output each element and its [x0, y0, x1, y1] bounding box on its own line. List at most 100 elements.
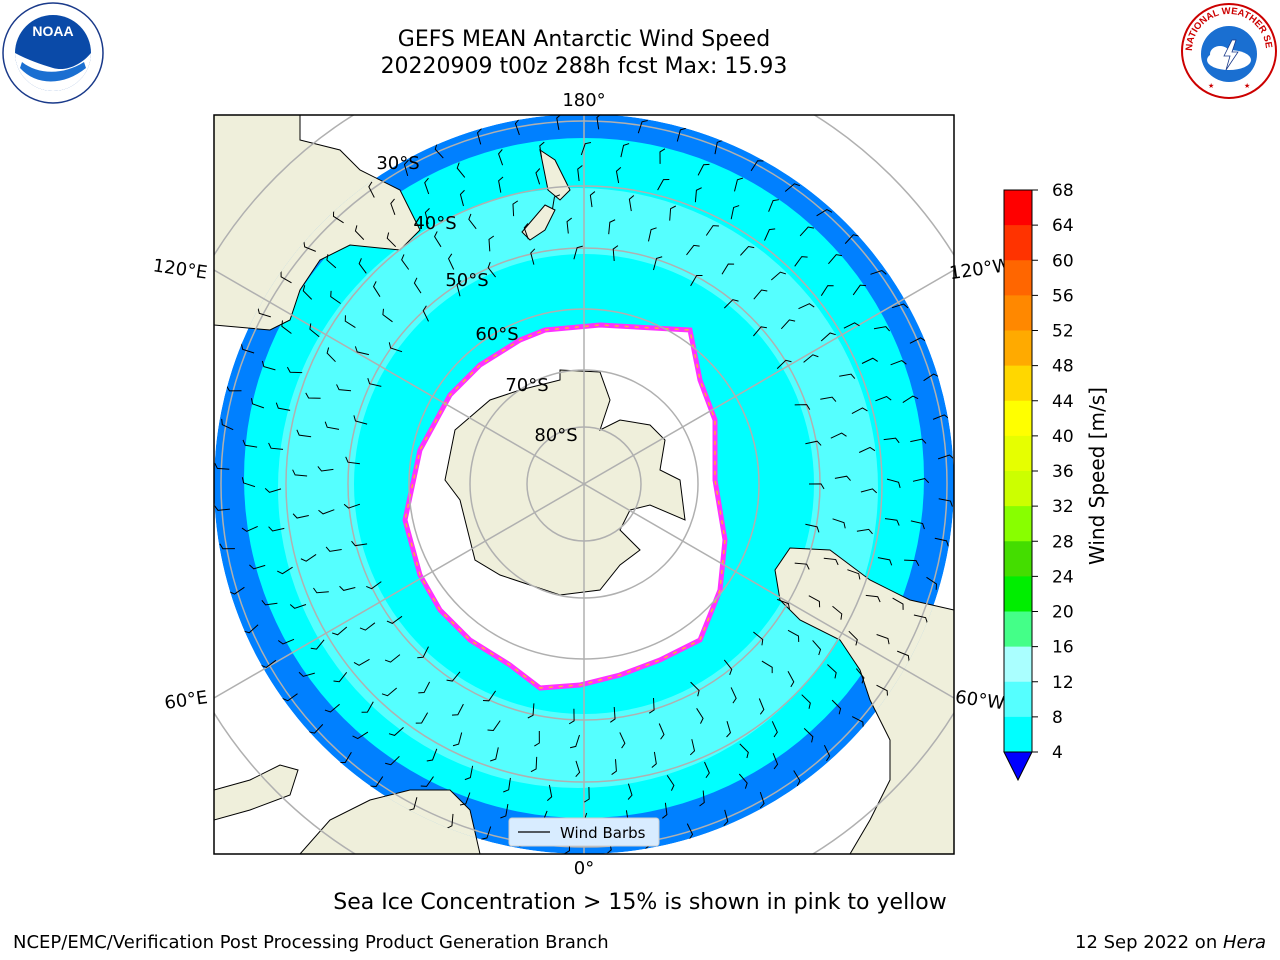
- wind-barb: [860, 488, 878, 494]
- colorbar-segment: [1004, 365, 1032, 402]
- wind-barb: [354, 346, 370, 356]
- wind-barb: [280, 270, 292, 284]
- wind-barb: [292, 469, 308, 477]
- wind-barb: [669, 205, 677, 221]
- wind-barb: [351, 540, 368, 547]
- colorbar-tick-label: 52: [1052, 322, 1074, 342]
- wind-barb: [909, 337, 926, 344]
- wind-barb: [876, 684, 889, 697]
- wind-barb: [488, 235, 495, 252]
- wind-barb: [794, 404, 811, 410]
- wind-barb: [503, 777, 511, 793]
- wind-barb: [308, 724, 324, 734]
- wind-barb: [808, 595, 821, 608]
- colorbar-tick-label: 12: [1052, 673, 1074, 693]
- wind-barb: [892, 597, 904, 610]
- colorbar-tick-label: 20: [1052, 603, 1074, 623]
- wind-barb: [580, 141, 592, 156]
- wind-barb: [723, 659, 733, 675]
- wind-barb: [619, 732, 626, 749]
- wind-barb: [772, 753, 779, 770]
- wind-barb: [721, 263, 735, 275]
- colorbar-segment: [1004, 611, 1032, 648]
- wind-barb: [498, 149, 504, 166]
- wind-barb: [730, 687, 737, 704]
- wind-barb: [523, 223, 529, 240]
- wind-barb: [913, 614, 928, 624]
- wind-barb: [353, 658, 370, 666]
- wind-barb: [904, 559, 920, 567]
- wind-barb: [615, 166, 622, 184]
- wind-barb: [344, 315, 356, 329]
- wind-barb: [902, 395, 919, 404]
- chart-title: GEFS MEAN Antarctic Wind Speed: [397, 27, 771, 52]
- wind-barb: [309, 323, 320, 338]
- wind-barb: [627, 783, 633, 800]
- wind-barb: [843, 322, 860, 329]
- lat-label-50s: 50°S: [445, 270, 488, 291]
- wind-barb: [768, 199, 779, 212]
- wind-barb: [855, 668, 865, 684]
- wind-barb: [372, 281, 381, 297]
- wind-barb: [370, 776, 384, 787]
- wind-barb: [832, 605, 843, 620]
- colorbar-segment: [1004, 681, 1032, 718]
- wind-barb: [333, 671, 348, 683]
- wind-barb: [875, 395, 892, 402]
- footer-host: Hera: [1222, 932, 1266, 953]
- wind-barb: [366, 581, 382, 590]
- wind-barb: [326, 347, 336, 363]
- colorbar-tick-label: 24: [1052, 567, 1074, 587]
- wind-barb: [730, 205, 740, 220]
- legend-label-wind-barbs: Wind Barbs: [560, 824, 646, 842]
- wind-barb: [820, 285, 834, 296]
- wind-barbs: [214, 114, 954, 854]
- wind-barb: [816, 209, 833, 217]
- wind-barb: [734, 177, 744, 192]
- wind-barb: [897, 650, 910, 662]
- wind-barb: [300, 553, 317, 562]
- wind-barb: [723, 299, 739, 309]
- wind-barb: [277, 638, 295, 645]
- colorbar-tick-label: 48: [1052, 357, 1074, 377]
- colorbar: 68 64 60 56 52 48 44 40 36 32 28 24 20 16 12 8 4: [1003, 181, 1074, 782]
- noaa-logo: NOAA: [2, 2, 104, 104]
- colorbar-segment: [1004, 260, 1032, 296]
- wind-barb: [384, 654, 401, 663]
- wind-barb: [910, 520, 925, 530]
- wind-barb: [490, 747, 499, 762]
- wind-barb: [527, 703, 535, 719]
- wind-barb: [753, 326, 767, 337]
- wind-barb: [886, 478, 901, 489]
- colorbar-segment: [1004, 506, 1032, 542]
- colorbar-tick-label: 28: [1052, 532, 1074, 552]
- wind-barb: [883, 437, 900, 444]
- wind-barb: [750, 160, 764, 172]
- wind-barb: [861, 357, 878, 364]
- wind-barb: [847, 569, 861, 580]
- wind-barb: [434, 231, 442, 248]
- wind-barb: [912, 478, 930, 484]
- colorbar-tick-label: 32: [1052, 497, 1074, 517]
- wind-barb: [784, 183, 801, 192]
- map-frame: [213, 114, 955, 855]
- wind-barb: [289, 604, 307, 609]
- wind-barb: [417, 646, 429, 659]
- wind-barb: [573, 245, 583, 260]
- colorbar-segment: [1004, 225, 1032, 261]
- wind-barb: [358, 258, 367, 274]
- wind-barb: [324, 421, 340, 430]
- wind-barb: [714, 139, 723, 155]
- wind-barb: [891, 303, 909, 309]
- wind-barb: [476, 128, 482, 145]
- wind-barb: [228, 586, 245, 595]
- wind-barb: [704, 761, 710, 779]
- wind-barb: [456, 280, 462, 297]
- wind-barb: [240, 343, 255, 354]
- colorbar-segment: [1004, 471, 1032, 507]
- wind-barb: [820, 396, 837, 402]
- wind-barb: [932, 414, 950, 420]
- wind-barb: [696, 708, 704, 724]
- wind-barb: [424, 177, 430, 195]
